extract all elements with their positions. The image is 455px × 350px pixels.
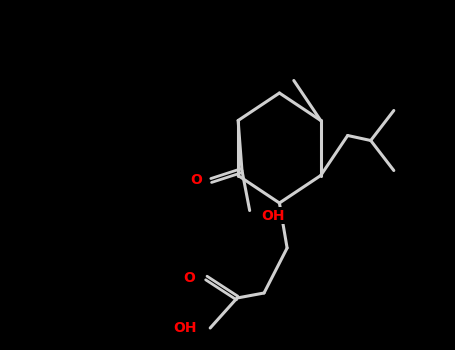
- Text: OH: OH: [261, 209, 285, 223]
- Text: O: O: [190, 174, 202, 188]
- Text: O: O: [183, 271, 195, 285]
- Text: OH: OH: [173, 321, 197, 335]
